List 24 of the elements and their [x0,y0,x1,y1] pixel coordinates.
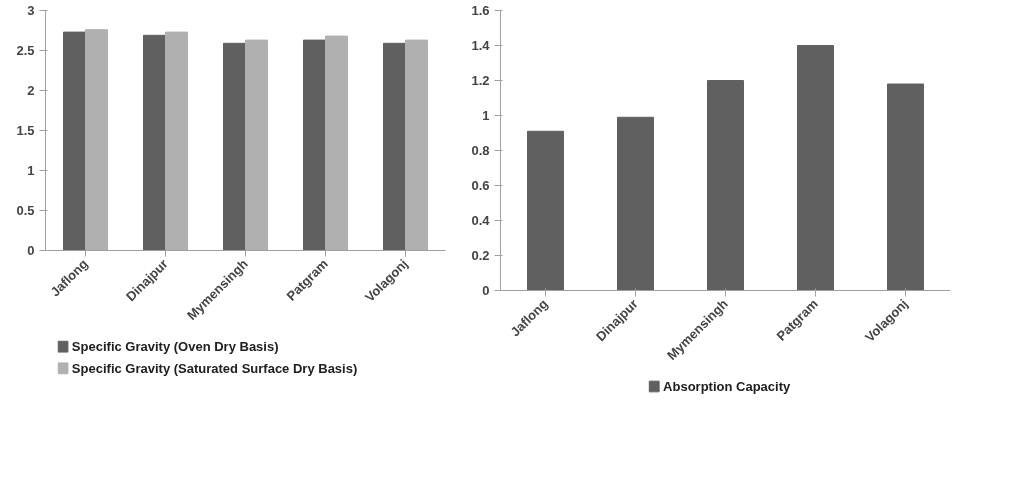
legend-label: Specific Gravity (Oven Dry Basis) [71,339,279,355]
bar [887,83,924,291]
legend-label: Absorption Capacity [663,379,792,394]
y-tick-label: 2.5 [16,43,35,58]
y-tick-label: 1 [482,108,490,123]
y-tick-label: 1.2 [471,73,490,88]
bar [617,116,654,291]
y-tick-label: 0 [482,283,490,298]
y-tick-label: 2 [27,83,35,98]
legend-label: Specific Gravity (Saturated Surface Dry Basis) [71,360,358,376]
y-tick-label: 0.8 [471,143,490,158]
bar [707,80,744,291]
y-tick-label: 0.2 [471,248,490,263]
bar [527,130,564,291]
y-tick-label: 1 [27,163,35,178]
y-tick-label: 3 [27,3,35,18]
bar [797,45,834,291]
y-tick-label: 0.4 [471,213,491,228]
y-tick-label: 0.6 [471,178,490,193]
y-tick-label: 0 [27,243,35,258]
y-tick-label: 1.4 [471,38,491,53]
y-tick-label: 0.5 [16,203,35,218]
y-tick-label: 1.6 [471,3,490,18]
y-tick-label: 1.5 [16,123,35,138]
